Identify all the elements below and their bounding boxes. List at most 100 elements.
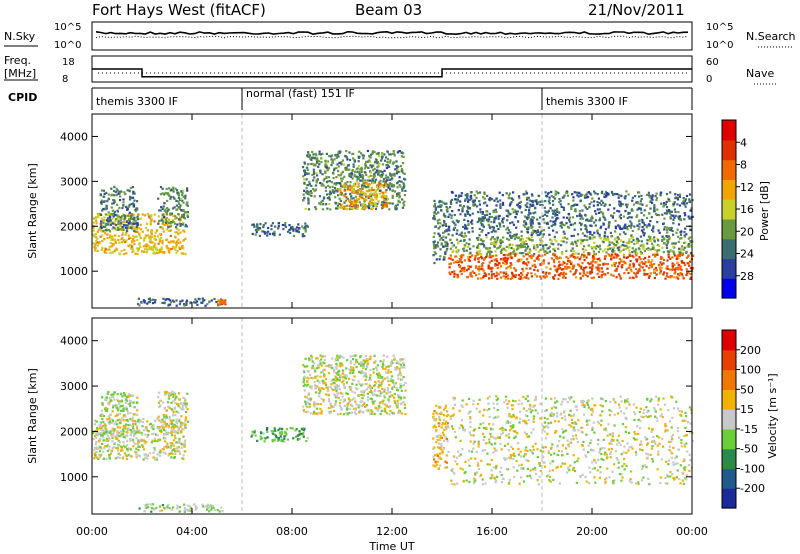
heat-cell: [619, 205, 622, 208]
heat-cell: [160, 206, 163, 209]
heat-cell: [399, 185, 402, 188]
heat-cell: [161, 418, 164, 421]
heat-cell: [276, 439, 279, 442]
heat-cell: [120, 446, 123, 449]
heat-cell: [126, 440, 129, 443]
heat-cell: [597, 250, 600, 254]
heat-cell: [469, 256, 472, 259]
heat-cell: [659, 270, 662, 273]
heat-cell: [101, 403, 104, 406]
heat-cell: [653, 271, 656, 274]
power-heatmap: [92, 149, 695, 307]
heat-cell: [660, 266, 663, 269]
heat-cell: [568, 260, 571, 263]
nave-label: Nave: [746, 67, 774, 80]
heat-cell: [481, 257, 484, 260]
heat-cell: [174, 248, 177, 251]
heat-cell: [617, 194, 621, 197]
heat-cell: [618, 246, 621, 249]
heat-cell: [99, 432, 102, 435]
heat-cell: [526, 272, 529, 275]
heat-cell: [95, 431, 98, 434]
heat-cell: [558, 263, 562, 266]
heat-cell: [170, 420, 173, 423]
heat-cell: [174, 218, 177, 221]
heat-cell: [535, 200, 538, 203]
heat-cell: [628, 263, 632, 266]
heat-cell: [133, 419, 136, 423]
heat-cell: [172, 245, 175, 249]
heat-cell: [184, 425, 188, 428]
heat-cell: [368, 159, 371, 162]
heat-cell: [575, 242, 578, 245]
nsky-label: N.Sky: [4, 30, 36, 43]
heat-cell: [560, 239, 563, 242]
y-tick-label: 1000: [60, 265, 88, 278]
heat-cell: [303, 162, 306, 165]
heat-cell: [365, 160, 368, 163]
heat-cell: [559, 199, 562, 203]
heat-cell: [292, 234, 295, 237]
heat-cell: [128, 393, 131, 396]
heat-cell: [319, 153, 322, 156]
heat-cell: [536, 256, 539, 259]
heat-cell: [639, 200, 642, 203]
heat-cell: [476, 246, 479, 249]
heat-cell: [186, 215, 189, 218]
heat-cell: [173, 300, 176, 303]
heat-cell: [589, 272, 592, 275]
heat-cell: [437, 211, 440, 214]
heat-cell: [360, 204, 363, 207]
heat-cell: [136, 230, 139, 233]
heat-cell: [674, 197, 677, 200]
heat-cell: [478, 250, 481, 253]
heat-cell: [363, 200, 366, 203]
heat-cell: [312, 168, 315, 171]
heat-cell: [607, 239, 610, 242]
heat-cell: [439, 222, 442, 225]
heat-cell: [118, 206, 121, 210]
heat-cell: [120, 222, 123, 225]
heat-cell: [374, 359, 377, 362]
heat-cell: [167, 241, 170, 244]
heat-cell: [505, 249, 508, 252]
heat-cell: [380, 159, 383, 162]
heat-cell: [497, 273, 500, 276]
heat-cell: [534, 265, 537, 269]
heat-cell: [348, 175, 351, 178]
heat-cell: [386, 158, 389, 161]
heat-cell: [471, 212, 474, 215]
heat-cell: [678, 237, 682, 240]
heat-cell: [208, 505, 211, 508]
heat-cell: [145, 428, 148, 431]
heat-cell: [667, 256, 670, 259]
heat-cell: [625, 206, 629, 209]
heat-cell: [598, 275, 601, 278]
heat-cell: [189, 507, 192, 510]
heat-cell: [117, 228, 120, 231]
heat-cell: [365, 186, 368, 189]
heat-cell: [182, 435, 185, 438]
heat-cell: [367, 207, 370, 210]
heat-cell: [101, 413, 104, 416]
heat-cell: [641, 221, 644, 224]
heat-cell: [673, 253, 676, 256]
heat-cell: [137, 439, 140, 442]
heat-cell: [600, 225, 603, 228]
heat-cell: [626, 203, 629, 206]
heat-cell: [219, 300, 222, 304]
heat-cell: [337, 155, 340, 158]
heat-cell: [143, 250, 146, 253]
heat-cell: [621, 243, 624, 247]
heat-cell: [500, 276, 503, 279]
heat-cell: [589, 270, 592, 274]
heat-cell: [346, 197, 350, 201]
heat-cell: [447, 257, 451, 260]
heat-cell: [357, 165, 360, 168]
heat-cell: [467, 256, 470, 259]
heat-cell: [632, 239, 635, 242]
heat-cell: [607, 245, 610, 248]
heat-cell: [578, 214, 581, 217]
heat-cell: [524, 262, 527, 265]
heat-cell: [453, 226, 456, 230]
